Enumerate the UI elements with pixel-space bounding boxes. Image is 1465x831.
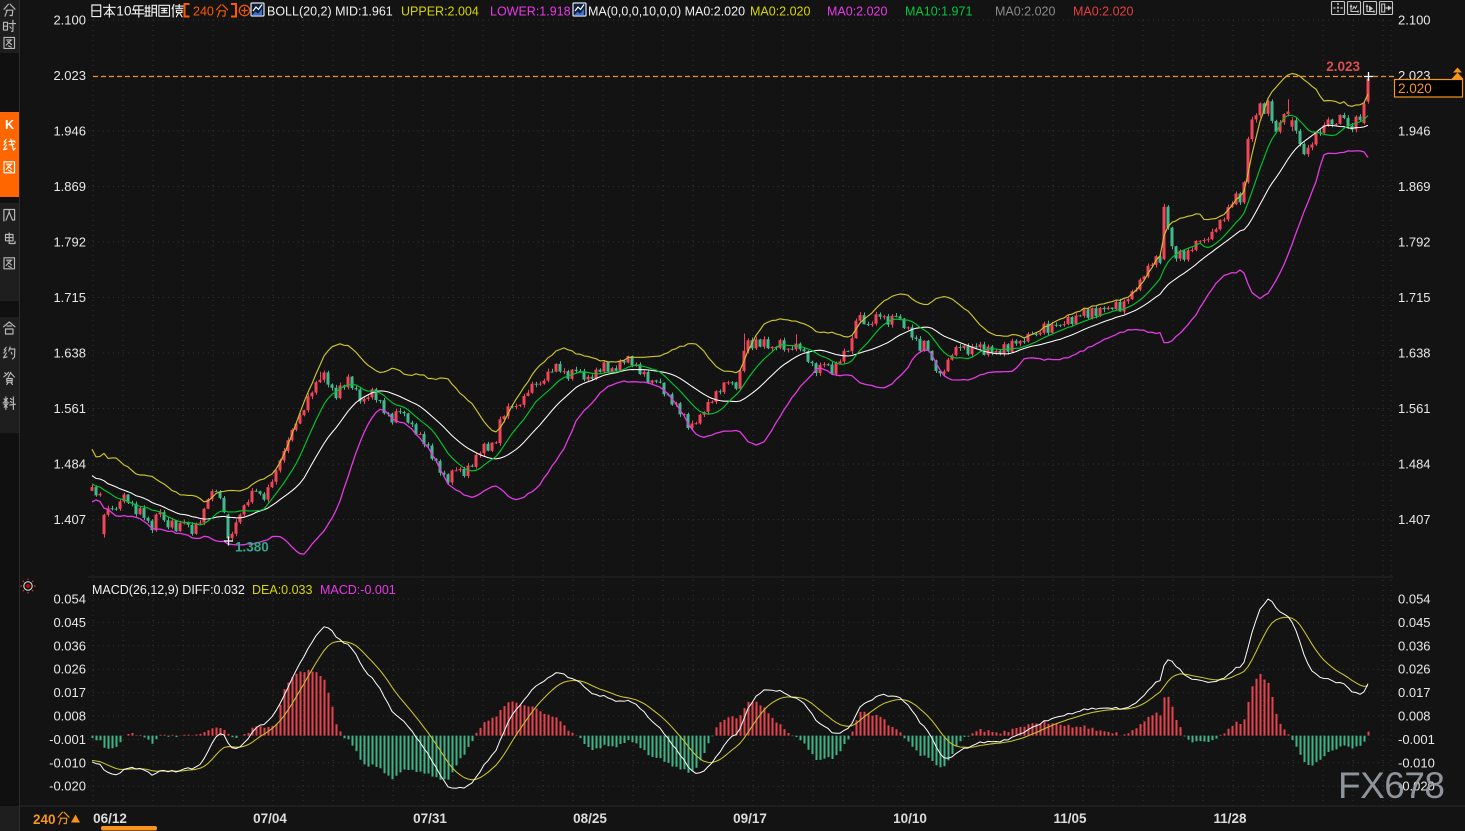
svg-text:1.484: 1.484 — [1398, 457, 1431, 472]
svg-text:1.869: 1.869 — [1398, 179, 1431, 194]
svg-text:1.946: 1.946 — [53, 124, 86, 139]
svg-text:2.100: 2.100 — [53, 13, 86, 28]
svg-text:1.561: 1.561 — [53, 401, 86, 416]
svg-text:11/28: 11/28 — [1213, 811, 1247, 826]
svg-text:MA(0,0,0,10,0,0) MA0:2.020: MA(0,0,0,10,0,0) MA0:2.020 — [588, 5, 745, 19]
svg-text:MA0:2.020: MA0:2.020 — [1073, 5, 1134, 19]
svg-text:MA0:2.020: MA0:2.020 — [995, 5, 1056, 19]
svg-text:08/25: 08/25 — [573, 811, 607, 826]
svg-text:07/04: 07/04 — [253, 811, 287, 826]
svg-text:K: K — [5, 118, 14, 132]
svg-text:2.023: 2.023 — [1326, 59, 1360, 74]
svg-text:240: 240 — [193, 5, 214, 19]
svg-text:0.036: 0.036 — [53, 638, 86, 653]
svg-text:0.054: 0.054 — [1398, 592, 1431, 607]
svg-text:1.561: 1.561 — [1398, 401, 1431, 416]
svg-text:-0.001: -0.001 — [1398, 732, 1435, 747]
svg-text:1.407: 1.407 — [1398, 512, 1431, 527]
svg-text:1.638: 1.638 — [1398, 346, 1431, 361]
svg-text:0: 0 — [124, 4, 132, 19]
svg-text:1.484: 1.484 — [53, 457, 86, 472]
svg-text:0.008: 0.008 — [1398, 709, 1431, 724]
svg-text:1.715: 1.715 — [1398, 290, 1431, 305]
svg-text:-0.020: -0.020 — [1398, 779, 1435, 794]
svg-text:240: 240 — [33, 812, 56, 827]
svg-text:2.100: 2.100 — [1398, 13, 1431, 28]
svg-text:10/10: 10/10 — [893, 811, 927, 826]
svg-text:MACD:-0.001: MACD:-0.001 — [320, 583, 396, 597]
svg-text:FX678: FX678 — [1338, 765, 1445, 806]
svg-text:0.017: 0.017 — [1398, 685, 1431, 700]
svg-text:MA0:2.020: MA0:2.020 — [827, 5, 888, 19]
svg-text:0.008: 0.008 — [53, 709, 86, 724]
svg-text:0.045: 0.045 — [53, 615, 86, 630]
svg-text:BOLL(20,2) MID:1.961: BOLL(20,2) MID:1.961 — [267, 5, 393, 19]
svg-text:-0.010: -0.010 — [49, 755, 86, 770]
svg-text:06/12: 06/12 — [93, 811, 127, 826]
svg-text:1.407: 1.407 — [53, 512, 86, 527]
svg-text:09/17: 09/17 — [733, 811, 767, 826]
svg-text:-0.010: -0.010 — [1398, 755, 1435, 770]
svg-text:0.026: 0.026 — [1398, 662, 1431, 677]
svg-text:UPPER:2.004: UPPER:2.004 — [401, 5, 479, 19]
svg-text:0.026: 0.026 — [53, 662, 86, 677]
svg-text:-0.001: -0.001 — [49, 732, 86, 747]
svg-text:0.045: 0.045 — [1398, 615, 1431, 630]
svg-text:MA10:1.971: MA10:1.971 — [905, 5, 972, 19]
svg-text:1.792: 1.792 — [1398, 235, 1431, 250]
svg-text:07/31: 07/31 — [413, 811, 447, 826]
svg-text:0.017: 0.017 — [53, 685, 86, 700]
svg-text:11/05: 11/05 — [1053, 811, 1087, 826]
svg-text:2.020: 2.020 — [1398, 81, 1432, 96]
svg-text:1: 1 — [116, 4, 124, 19]
svg-text:0.036: 0.036 — [1398, 638, 1431, 653]
svg-text:1.869: 1.869 — [53, 179, 86, 194]
svg-text:1.715: 1.715 — [53, 290, 86, 305]
svg-text:-0.020: -0.020 — [49, 779, 86, 794]
svg-text:1.792: 1.792 — [53, 235, 86, 250]
svg-text:1.638: 1.638 — [53, 346, 86, 361]
svg-text:LOWER:1.918: LOWER:1.918 — [490, 5, 571, 19]
svg-text:0.054: 0.054 — [53, 592, 86, 607]
svg-text:MACD(26,12,9) DIFF:0.032: MACD(26,12,9) DIFF:0.032 — [92, 583, 245, 597]
svg-text:1.380: 1.380 — [235, 540, 269, 555]
svg-text:DEA:0.033: DEA:0.033 — [252, 583, 313, 597]
svg-text:MA0:2.020: MA0:2.020 — [750, 5, 811, 19]
svg-text:1.946: 1.946 — [1398, 124, 1431, 139]
svg-text:2.023: 2.023 — [53, 68, 86, 83]
